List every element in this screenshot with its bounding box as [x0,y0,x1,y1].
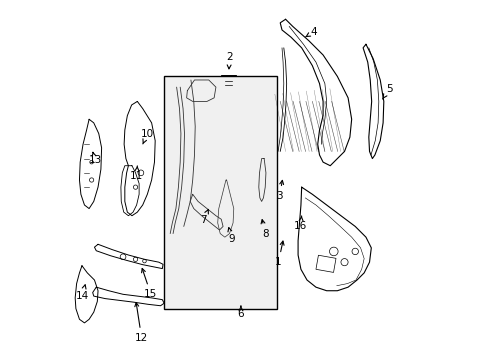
Text: 15: 15 [142,269,157,299]
Text: 14: 14 [75,285,88,301]
Text: 5: 5 [382,84,392,99]
Text: 16: 16 [293,216,306,231]
Text: 10: 10 [141,129,154,144]
Text: 13: 13 [88,152,102,165]
Text: 9: 9 [227,228,235,244]
Text: 4: 4 [305,27,317,37]
Text: 11: 11 [130,166,143,181]
Text: 6: 6 [237,306,244,319]
Text: 12: 12 [135,302,148,343]
Text: 8: 8 [261,220,268,239]
Text: 7: 7 [200,210,208,225]
Text: 1: 1 [275,241,284,267]
Text: 2: 2 [226,52,232,69]
Text: 3: 3 [276,180,283,201]
Bar [164,76,276,309]
Bar [315,255,335,273]
